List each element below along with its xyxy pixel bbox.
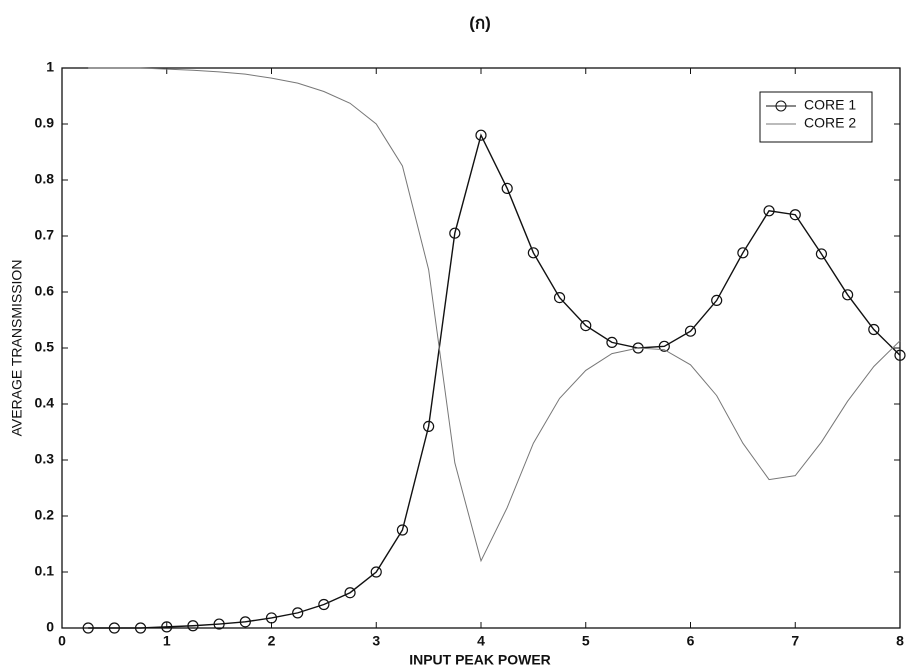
x-axis-label: INPUT PEAK POWER — [409, 652, 551, 668]
data-point — [789, 209, 801, 221]
data-point — [134, 622, 147, 634]
y-tick-label: 0.8 — [35, 171, 55, 187]
x-tick-label: 6 — [687, 633, 695, 649]
data-point — [187, 620, 199, 632]
x-tick-label: 5 — [582, 633, 590, 649]
data-point — [423, 420, 435, 432]
data-point — [265, 612, 278, 624]
data-point — [475, 129, 487, 141]
data-point — [213, 618, 225, 630]
data-point — [396, 524, 409, 536]
x-tick-label: 4 — [477, 633, 485, 649]
data-point — [501, 182, 513, 194]
x-tick-label: 0 — [58, 633, 66, 649]
data-point — [553, 292, 566, 304]
data-point — [868, 323, 880, 336]
data-point — [292, 607, 304, 619]
y-tick-label: 0.9 — [35, 115, 55, 131]
data-point — [842, 289, 854, 301]
y-tick-label: 0.7 — [35, 227, 55, 243]
data-point — [370, 566, 382, 578]
plot-frame — [61, 67, 901, 629]
data-point — [580, 320, 592, 332]
y-tick-label: 1 — [46, 59, 54, 75]
data-point — [763, 205, 775, 217]
data-point — [449, 227, 461, 239]
legend-label: CORE 2 — [804, 115, 856, 131]
chart-title: (ก) — [469, 13, 491, 32]
series-line — [88, 133, 901, 629]
data-point — [894, 349, 906, 361]
data-point — [108, 622, 120, 634]
series-line — [88, 67, 901, 563]
legend-box — [759, 91, 873, 143]
x-tick-label: 7 — [791, 633, 799, 649]
data-point — [527, 247, 539, 259]
y-tick-label: 0.5 — [35, 339, 55, 355]
data-point — [737, 247, 749, 259]
data-point — [606, 336, 618, 348]
x-tick-label: 3 — [372, 633, 380, 649]
y-tick-label: 0 — [46, 619, 54, 635]
data-point — [239, 616, 251, 628]
y-tick-label: 0.1 — [35, 563, 55, 579]
y-axis-label: AVERAGE TRANSMISSION — [9, 260, 25, 437]
data-point — [318, 598, 330, 611]
y-tick-label: 0.4 — [35, 395, 55, 411]
y-tick-label: 0.2 — [35, 507, 55, 523]
y-tick-label: 0.6 — [35, 283, 55, 299]
legend-label: CORE 1 — [804, 97, 856, 113]
data-point — [161, 621, 173, 633]
data-point — [344, 587, 356, 599]
x-tick-label: 1 — [163, 633, 171, 649]
legend-marker — [775, 100, 787, 112]
data-point — [684, 325, 697, 337]
x-tick-label: 2 — [268, 633, 276, 649]
y-tick-label: 0.3 — [35, 451, 55, 467]
x-tick-label: 8 — [896, 633, 904, 649]
data-point — [815, 248, 828, 260]
data-point — [82, 622, 94, 634]
data-point — [711, 294, 723, 306]
data-point — [658, 340, 670, 352]
